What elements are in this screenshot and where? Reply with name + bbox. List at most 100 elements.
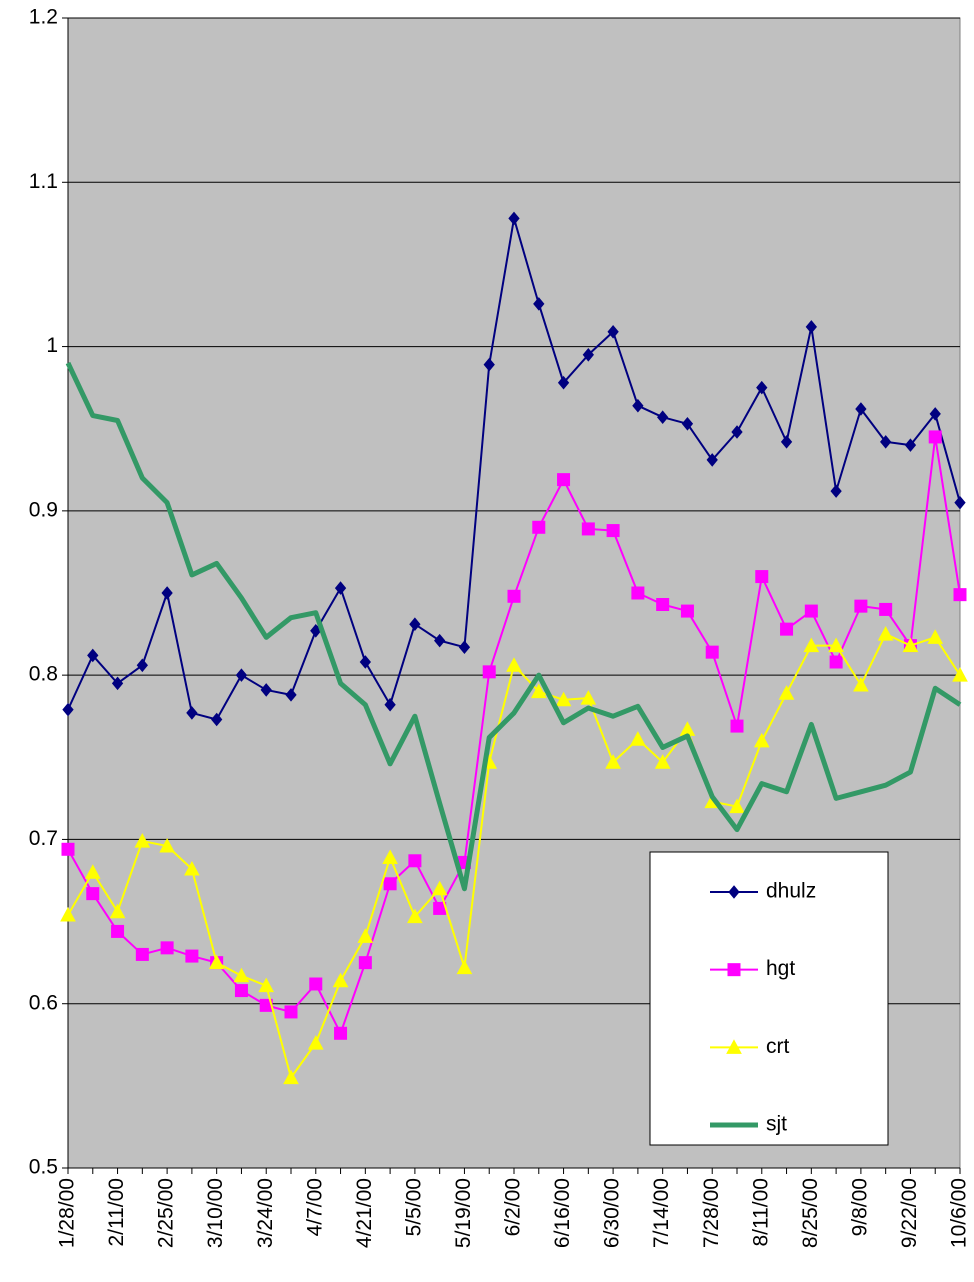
data-point <box>580 690 597 705</box>
x-tick-label: 8/11/00 <box>749 1178 772 1247</box>
data-point <box>879 602 893 616</box>
data-point <box>705 645 719 659</box>
data-point <box>877 626 894 641</box>
data-point <box>803 637 820 653</box>
data-point <box>680 604 694 618</box>
data-point <box>233 967 250 983</box>
data-point <box>557 375 570 390</box>
x-tick-label: 4/21/00 <box>353 1178 376 1248</box>
x-tick-label: 7/28/00 <box>700 1178 723 1248</box>
data-point <box>780 622 794 636</box>
x-tick-label: 5/5/00 <box>402 1178 425 1236</box>
data-point <box>309 977 323 991</box>
x-tick-label: 2/25/00 <box>155 1178 178 1248</box>
data-point <box>334 581 347 595</box>
data-point <box>927 629 944 644</box>
legend-label: crt <box>766 1035 789 1058</box>
data-point <box>482 665 496 679</box>
y-tick-label: 1.1 <box>29 170 58 193</box>
data-point <box>681 417 694 431</box>
x-tick-label: 6/16/00 <box>551 1178 574 1248</box>
data-point <box>109 903 126 919</box>
data-point <box>829 655 843 669</box>
x-tick-label: 2/11/00 <box>105 1178 128 1247</box>
data-point <box>530 683 547 699</box>
legend-label: hgt <box>766 957 795 980</box>
data-point <box>730 719 744 733</box>
data-point <box>407 908 423 924</box>
data-point <box>804 604 818 618</box>
data-point <box>855 402 867 416</box>
data-point <box>606 524 620 538</box>
data-point <box>383 877 397 891</box>
data-point <box>357 928 374 943</box>
x-tick-label: 9/8/00 <box>848 1178 871 1236</box>
data-point <box>830 484 842 498</box>
data-point <box>880 435 892 449</box>
y-tick-label: 1.2 <box>29 6 58 29</box>
data-point <box>657 410 669 424</box>
data-point <box>61 842 75 856</box>
y-tick-label: 1 <box>46 334 58 357</box>
x-tick-label: 3/10/00 <box>204 1178 227 1248</box>
data-point <box>756 380 768 395</box>
data-point <box>160 941 174 955</box>
x-tick-label: 5/19/00 <box>452 1178 475 1248</box>
data-point <box>483 357 495 372</box>
series-line <box>65 361 962 892</box>
y-tick-label: 0.7 <box>29 827 58 850</box>
y-tick-label: 0.5 <box>29 1156 58 1179</box>
x-tick-label: 3/24/00 <box>254 1178 277 1248</box>
data-point <box>135 947 149 961</box>
data-point <box>729 798 745 814</box>
x-tick-label: 9/22/00 <box>898 1178 921 1248</box>
data-point <box>235 668 248 682</box>
data-point <box>904 438 917 452</box>
data-point <box>656 598 670 611</box>
data-point <box>506 657 522 672</box>
data-point <box>731 425 743 439</box>
data-point <box>605 754 621 769</box>
data-point <box>654 754 671 769</box>
legend: dhulz hgt crt sjt <box>649 851 889 1146</box>
data-point <box>953 588 967 602</box>
data-point <box>706 453 718 467</box>
data-point <box>753 732 770 748</box>
data-point <box>755 570 769 584</box>
y-tick-label: 0.6 <box>29 991 58 1014</box>
data-point <box>86 887 100 901</box>
x-tick-label: 8/25/00 <box>799 1178 822 1248</box>
data-point <box>283 1069 299 1085</box>
data-point <box>854 599 868 613</box>
data-point <box>185 949 199 963</box>
data-point <box>285 688 297 702</box>
data-point <box>929 407 941 421</box>
y-tick-label: 0.9 <box>29 498 58 521</box>
data-point <box>334 1026 348 1040</box>
data-point <box>607 325 619 339</box>
legend-box <box>649 851 889 1146</box>
data-point <box>532 520 546 534</box>
data-point <box>409 617 421 631</box>
data-point <box>557 473 571 487</box>
x-tick-label: 1/28/00 <box>56 1178 79 1248</box>
data-point <box>458 640 471 654</box>
data-point <box>84 864 101 879</box>
data-point <box>332 972 349 988</box>
data-point <box>507 589 521 603</box>
data-point <box>928 430 942 444</box>
data-point <box>533 297 545 311</box>
legend-marker <box>727 963 741 977</box>
data-point <box>780 435 793 449</box>
data-point <box>456 959 473 975</box>
data-point <box>359 655 371 669</box>
data-point <box>307 1035 324 1050</box>
data-point <box>631 586 645 600</box>
data-point <box>828 637 844 653</box>
data-point <box>384 697 396 712</box>
y-tick-label: 0.8 <box>29 663 58 686</box>
data-point <box>111 924 125 938</box>
x-tick-label: 6/30/00 <box>601 1178 624 1248</box>
